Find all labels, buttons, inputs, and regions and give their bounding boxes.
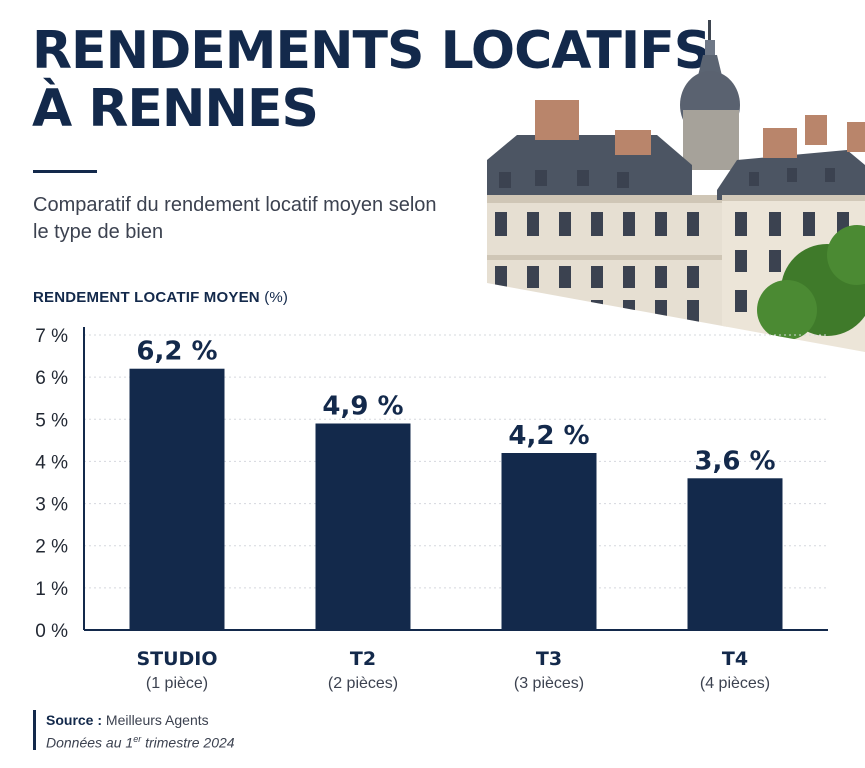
bars [129,368,783,630]
title-underline [33,170,97,173]
rennes-building-illustration [487,20,865,352]
y-tick-label: 7 % [35,326,68,347]
page-title: RENDEMENTS LOCATIFS À RENNES [32,21,711,139]
bar [501,453,597,630]
source-note: Source : Meilleurs Agents Données au 1er… [46,711,235,753]
y-tick-label: 4 % [35,452,68,473]
x-tick-label: T4 [722,648,748,670]
source-value: Meilleurs Agents [105,712,209,728]
y-axis-label: RENDEMENT LOCATIF MOYEN [33,289,260,306]
y-tick-label: 3 % [35,495,68,516]
value-label: 4,9 % [322,392,403,422]
x-tick-label: T2 [350,648,376,670]
date-suffix: trimestre 2024 [141,734,235,751]
bar [129,368,225,630]
x-tick-sublabel: (4 pièces) [700,675,770,692]
bar [315,423,411,630]
y-tick-label: 1 % [35,579,68,600]
date-sup: er [133,734,142,744]
x-tick-sublabel: (2 pièces) [328,675,398,692]
page-subtitle: Comparatif du rendement locatif moyen se… [33,194,437,243]
x-tick-labels: STUDIO (1 pièce) T2 (2 pièces) T3 (3 pièces) T… [136,648,770,692]
value-label: 4,2 % [508,421,589,451]
y-tick-label: 5 % [35,410,68,431]
source-label: Source : [46,712,103,728]
x-tick-sublabel: (1 pièce) [146,675,208,692]
value-label: 3,6 % [694,446,775,476]
data-date: Données au 1er trimestre 2024 [46,730,235,753]
bar [687,478,783,630]
x-tick-label: STUDIO [136,648,217,670]
y-tick-label: 0 % [35,621,68,642]
y-axis-title: RENDEMENT LOCATIF MOYEN (%) [33,289,288,306]
y-tick-labels: 0 % 1 % 2 % 3 % 4 % 5 % 6 % 7 % [35,326,68,642]
date-prefix: Données au 1 [46,734,134,751]
y-tick-label: 6 % [35,368,68,389]
source-bar [33,710,36,750]
value-labels: 6,2 % 4,9 % 4,2 % 3,6 % [136,337,775,477]
x-tick-sublabel: (3 pièces) [514,675,584,692]
value-label: 6,2 % [136,337,217,367]
x-tick-label: T3 [536,648,562,670]
y-axis-unit: (%) [264,289,289,306]
y-tick-label: 2 % [35,537,68,558]
